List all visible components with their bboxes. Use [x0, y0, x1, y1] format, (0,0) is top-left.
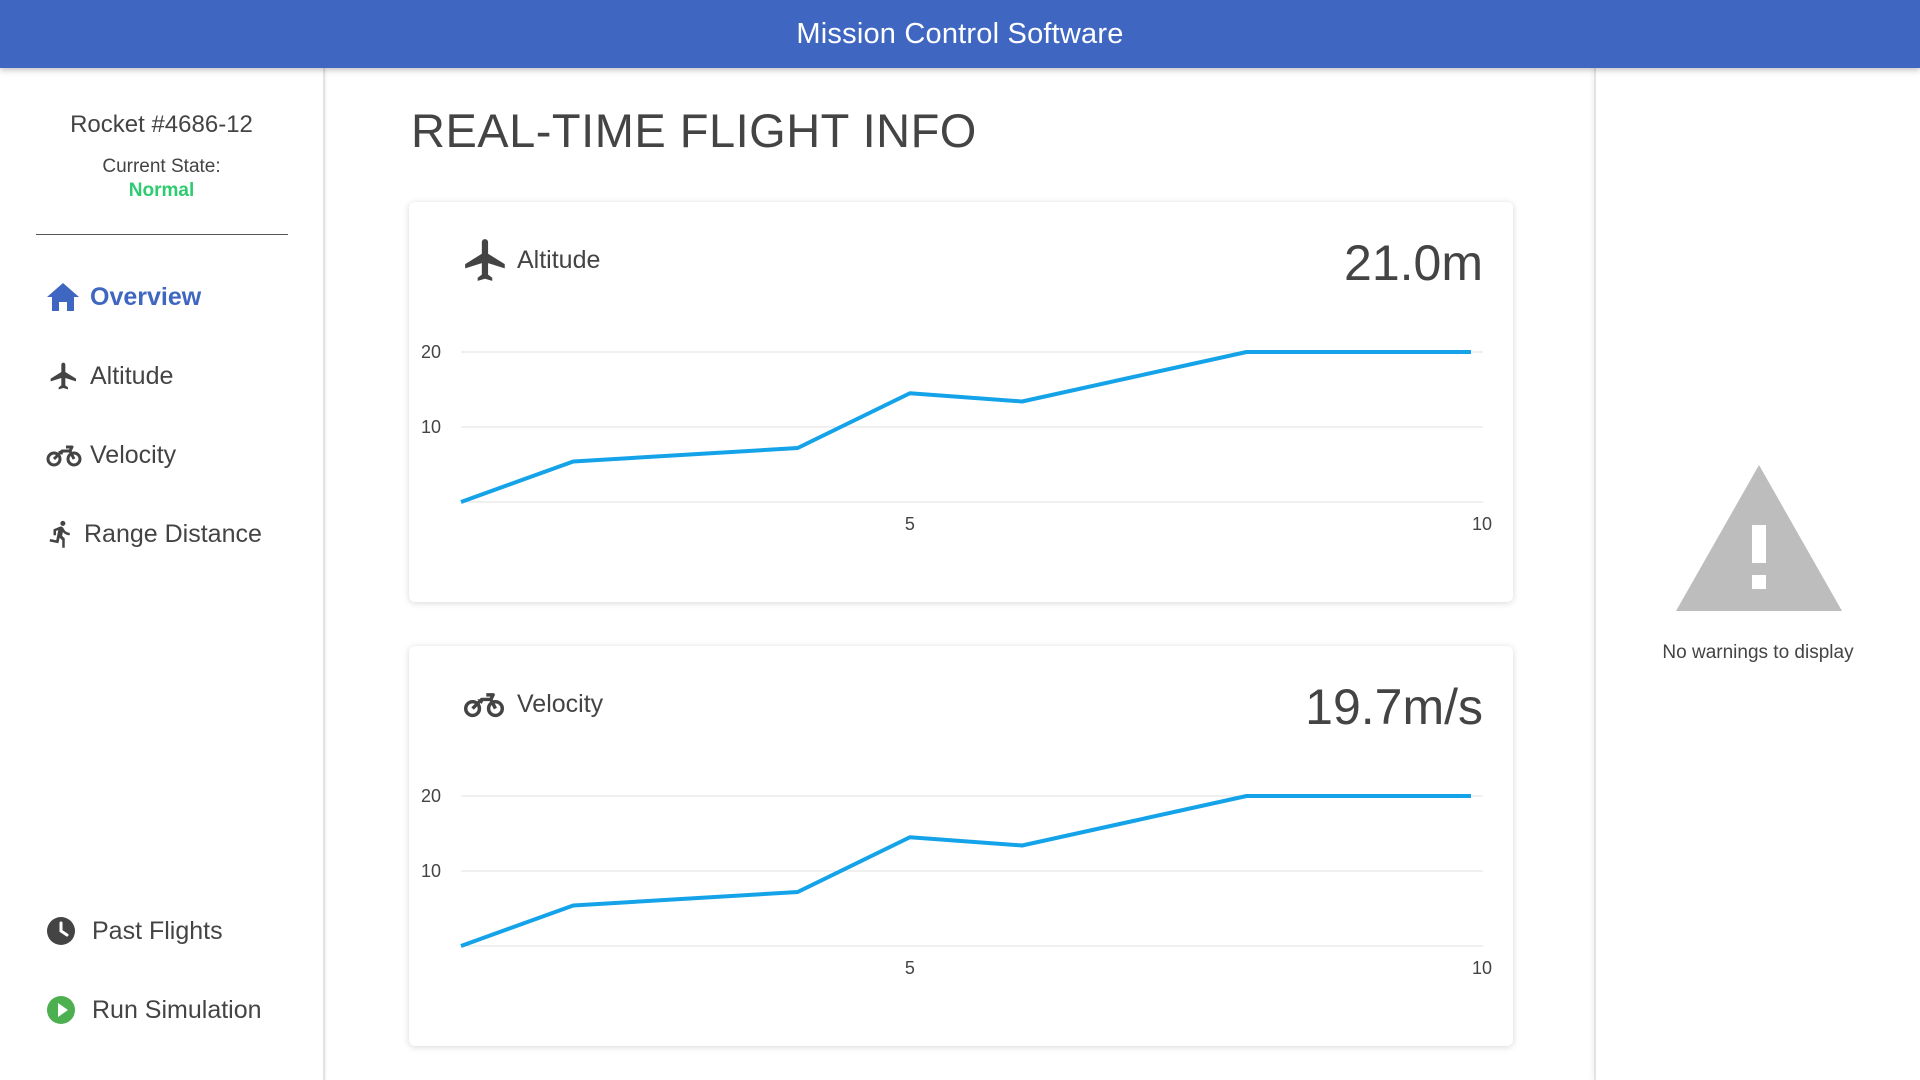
x-tick-label: 10 [1472, 958, 1492, 978]
nav-item-label: Run Simulation [92, 995, 262, 1024]
sidebar-divider [36, 234, 288, 235]
app-title-bar: Mission Control Software [0, 0, 1920, 68]
y-tick-label: 20 [421, 342, 441, 362]
running-person-icon [46, 517, 78, 551]
current-state-label: Current State: [102, 156, 221, 177]
altitude-card: Altitude 21.0m 10 20 5 10 [409, 202, 1513, 602]
motorcycle-icon [461, 676, 511, 732]
nav-item-run-simulation[interactable]: Run Simulation [46, 990, 262, 1030]
series-line [460, 350, 1471, 504]
card-label: Altitude [517, 245, 601, 274]
main-content: REAL-TIME FLIGHT INFO Altitude 21.0m 10 2… [327, 68, 1595, 1080]
altitude-chart: 10 20 5 10 [421, 342, 1492, 534]
nav-item-label: Velocity [90, 440, 177, 469]
home-icon [46, 280, 84, 314]
clock-icon [46, 914, 86, 948]
play-circle-icon [46, 993, 86, 1027]
no-warnings-message: No warnings to display [1662, 642, 1854, 663]
y-tick-label: 20 [421, 786, 441, 806]
current-state-value: Normal [128, 180, 195, 201]
velocity-chart: 10 20 5 10 [421, 786, 1492, 978]
app-title: Mission Control Software [796, 17, 1124, 50]
card-label: Velocity [517, 689, 604, 718]
motorcycle-icon [46, 438, 84, 472]
x-tick-label: 5 [905, 958, 915, 978]
nav-item-label: Range Distance [84, 519, 262, 548]
nav-item-altitude[interactable]: Altitude [46, 356, 173, 396]
y-tick-label: 10 [421, 861, 441, 881]
nav-item-range-distance[interactable]: Range Distance [46, 514, 262, 554]
nav-item-label: Overview [90, 282, 202, 311]
x-tick-label: 10 [1472, 514, 1492, 534]
airplane-icon [46, 359, 84, 393]
page-title: REAL-TIME FLIGHT INFO [411, 104, 977, 157]
velocity-card: Velocity 19.7m/s 10 20 5 10 [409, 646, 1513, 1046]
nav-item-label: Altitude [90, 361, 174, 390]
airplane-icon [461, 232, 511, 288]
card-value: 19.7m/s [1305, 679, 1483, 735]
nav-item-past-flights[interactable]: Past Flights [46, 911, 223, 951]
nav-item-velocity[interactable]: Velocity [46, 435, 176, 475]
series-line [460, 794, 1471, 948]
warnings-panel: No warnings to display [1594, 68, 1920, 1080]
card-header: Altitude [461, 232, 600, 288]
x-tick-label: 5 [905, 514, 915, 534]
nav-item-overview[interactable]: Overview [46, 277, 201, 317]
nav-item-label: Past Flights [92, 916, 223, 945]
warning-triangle-icon [1676, 465, 1842, 611]
rocket-name: Rocket #4686-12 [70, 111, 253, 138]
sidebar: Rocket #4686-12 Current State: Normal Ov… [0, 68, 325, 1080]
y-tick-label: 10 [421, 417, 441, 437]
card-header: Velocity [461, 676, 603, 732]
card-value: 21.0m [1344, 235, 1483, 291]
